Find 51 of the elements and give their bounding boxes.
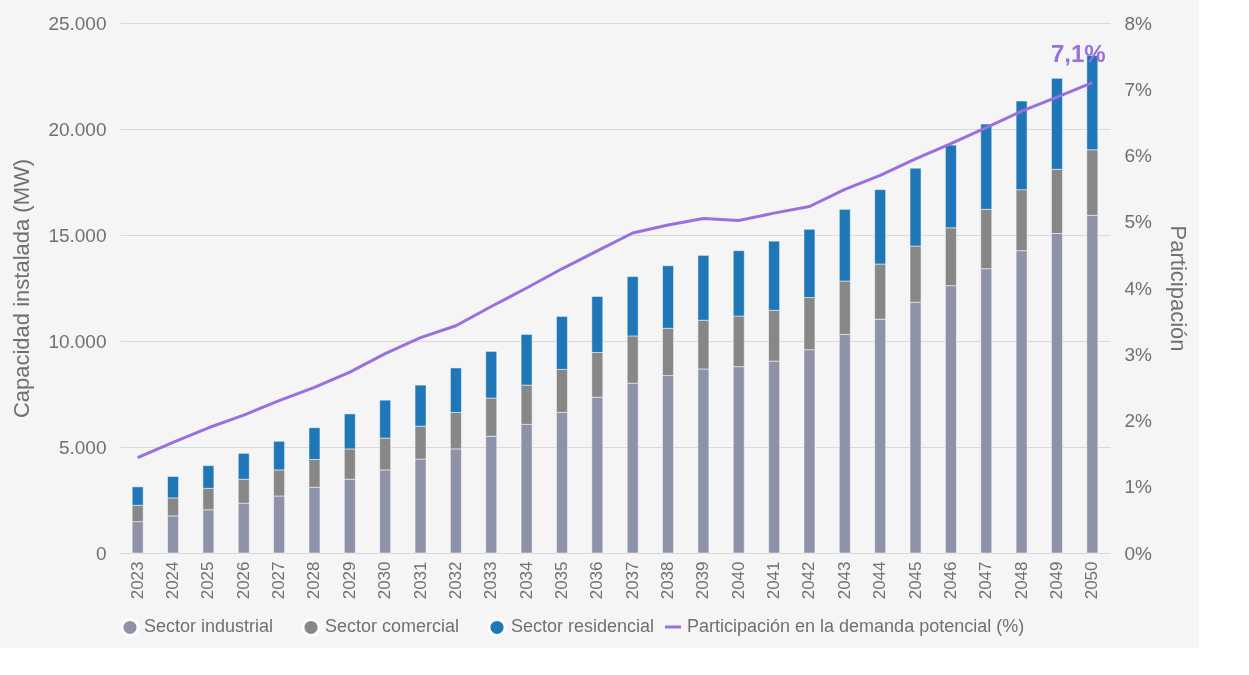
y-axis-title: Capacidad instalada (MW) <box>9 158 35 419</box>
y-tick-label: 15.000 <box>48 224 107 246</box>
x-tick-label: 2031 <box>410 561 430 600</box>
y2-tick-label: 7% <box>1124 78 1153 100</box>
y2-tick-label: 5% <box>1124 211 1153 233</box>
legend-label: Sector residencial <box>511 616 655 637</box>
y2-tick-label: 1% <box>1124 476 1153 498</box>
y2-tick-label: 2% <box>1124 410 1153 431</box>
legend-label: Participación en la demanda potencial (%) <box>687 616 1025 636</box>
x-tick-label: 2028 <box>304 561 324 600</box>
y-tick-label: 0 <box>95 542 107 564</box>
x-tick-label: 2042 <box>799 561 819 600</box>
y2-tick-label: 3% <box>1124 343 1153 365</box>
x-tick-label: 2025 <box>198 561 218 600</box>
x-tick-label: 2034 <box>516 561 536 600</box>
x-tick-label: 2045 <box>905 561 925 600</box>
y2-tick-label: 6% <box>1124 145 1153 166</box>
x-tick-label: 2038 <box>658 561 678 600</box>
x-tick-label: 2035 <box>551 561 571 600</box>
x-tick-label: 2041 <box>764 561 784 600</box>
x-tick-label: 2047 <box>976 561 996 600</box>
x-tick-label: 2039 <box>693 561 713 600</box>
x-tick-label: 2048 <box>1011 561 1031 600</box>
y2-tick-label: 4% <box>1124 277 1153 299</box>
x-tick-label: 2044 <box>870 561 890 600</box>
x-tick-label: 2030 <box>375 561 395 600</box>
y2-tick-label: 0% <box>1124 542 1153 564</box>
legend-label: Sector industrial <box>144 616 274 637</box>
x-tick-label: 2024 <box>163 561 183 600</box>
y-tick-label: 20.000 <box>48 118 107 140</box>
x-tick-label: 2026 <box>233 561 253 600</box>
legend-label: Sector comercial <box>325 616 460 637</box>
x-tick-label: 2049 <box>1046 561 1066 600</box>
y-tick-label: 25.000 <box>48 12 107 34</box>
x-tick-label: 2023 <box>127 561 147 600</box>
data-label: 7,1% <box>1050 39 1106 67</box>
x-tick-label: 2033 <box>481 561 501 600</box>
y2-tick-label: 8% <box>1124 12 1153 34</box>
x-tick-label: 2046 <box>940 561 960 600</box>
x-tick-label: 2027 <box>269 561 289 600</box>
x-tick-label: 2050 <box>1082 561 1102 600</box>
x-tick-label: 2040 <box>728 561 748 600</box>
line-series <box>136 81 1094 460</box>
y2-axis-title: Participación <box>1165 225 1191 352</box>
x-tick-label: 2032 <box>445 561 465 600</box>
x-tick-label: 2043 <box>834 561 854 600</box>
x-tick-label: 2037 <box>622 561 642 600</box>
y-tick-label: 10.000 <box>48 330 107 352</box>
x-tick-label: 2036 <box>587 561 607 600</box>
y-tick-label: 5.000 <box>58 436 107 458</box>
x-tick-label: 2029 <box>339 561 359 600</box>
